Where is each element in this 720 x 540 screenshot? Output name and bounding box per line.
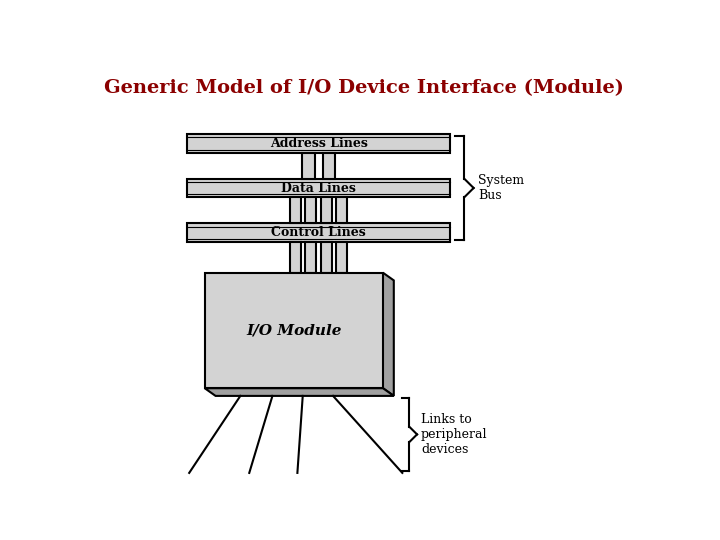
Bar <box>336 197 347 224</box>
Bar <box>187 134 451 153</box>
Polygon shape <box>383 273 394 396</box>
Bar <box>323 153 335 179</box>
Bar <box>305 242 316 273</box>
Bar <box>302 153 315 179</box>
Text: System
Bus: System Bus <box>478 174 524 202</box>
Polygon shape <box>204 388 394 396</box>
Bar <box>204 273 383 388</box>
Bar <box>336 242 347 273</box>
Bar <box>321 242 332 273</box>
Text: I/O Module: I/O Module <box>246 323 341 338</box>
Bar <box>305 197 316 224</box>
Bar <box>321 197 332 224</box>
Bar <box>187 179 451 197</box>
Text: Address Lines: Address Lines <box>270 137 368 150</box>
Bar <box>187 224 451 242</box>
Bar <box>290 197 301 224</box>
Text: Links to
peripheral
devices: Links to peripheral devices <box>421 413 487 456</box>
Bar <box>290 242 301 273</box>
Text: Data Lines: Data Lines <box>282 181 356 194</box>
Text: Generic Model of I/O Device Interface (Module): Generic Model of I/O Device Interface (M… <box>104 79 624 97</box>
Text: Control Lines: Control Lines <box>271 226 366 239</box>
